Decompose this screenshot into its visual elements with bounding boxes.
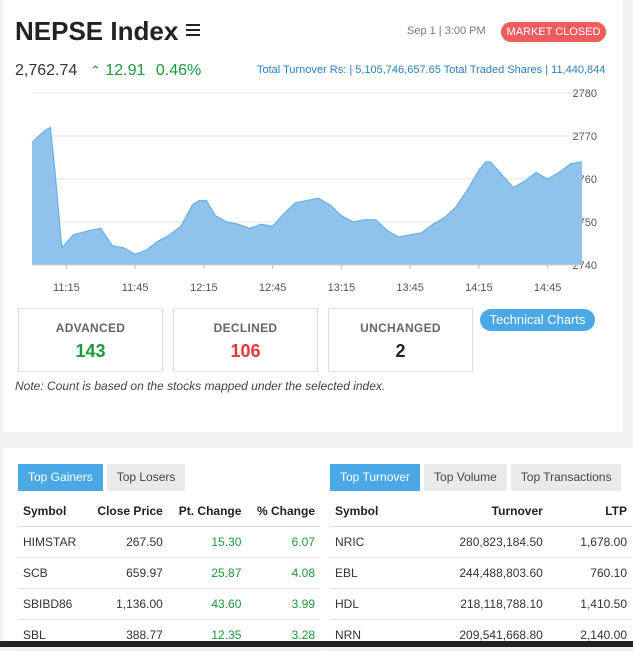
index-value: 2,762.74 — [15, 62, 78, 79]
pt-change-cell: 15.30 — [167, 526, 247, 558]
table-header-row: Symbol Turnover LTP — [330, 496, 632, 527]
x-tick-label: 13:15 — [328, 282, 356, 294]
col-close-price[interactable]: Close Price — [86, 496, 168, 527]
menu-icon[interactable] — [186, 24, 200, 38]
x-tick-label: 12:45 — [259, 282, 287, 294]
turnover-table: Symbol Turnover LTP NRIC 280,823,184.50 … — [330, 496, 632, 651]
table-row[interactable]: EBL 244,488,803.60 760.10 — [330, 557, 632, 589]
table-row[interactable]: SCB 659.97 25.87 4.08 — [18, 557, 320, 589]
symbol-cell[interactable]: HIMSTAR — [18, 526, 87, 558]
index-change: ⌃ 12.91 0.46% — [90, 62, 201, 80]
unchanged-label: UNCHANGED — [360, 321, 441, 335]
x-tick-label: 14:45 — [534, 282, 562, 294]
x-tick-label: 11:15 — [53, 282, 80, 294]
pct-change-cell: 6.07 — [246, 526, 320, 558]
table-row[interactable]: SBL 388.77 12.35 3.28 — [18, 619, 320, 651]
x-tick-label: 11:45 — [122, 282, 149, 294]
technical-charts-button[interactable]: Technical Charts — [480, 309, 595, 331]
x-tick-label: 13:45 — [396, 282, 424, 294]
table-header-row: Symbol Close Price Pt. Change % Change — [18, 496, 320, 527]
ltp-cell: 1,678.00 — [547, 526, 632, 558]
index-line — [31, 126, 583, 255]
col-pt-change[interactable]: Pt. Change — [167, 496, 247, 527]
advanced-value: 143 — [75, 341, 106, 361]
advanced-box: ADVANCED 143 — [18, 308, 163, 372]
bottom-scrollbar[interactable] — [0, 641, 633, 647]
point-change: 12.91 — [105, 62, 146, 79]
col-symbol[interactable]: Symbol — [18, 496, 87, 527]
table-row[interactable]: HIMSTAR 267.50 15.30 6.07 — [18, 526, 320, 558]
index-area — [32, 127, 582, 266]
ltp-cell: 760.10 — [547, 557, 632, 589]
table-row[interactable]: NRIC 280,823,184.50 1,678.00 — [330, 526, 632, 558]
turnover-cell: 244,488,803.60 — [409, 557, 548, 589]
tab-top-turnover[interactable]: Top Turnover — [330, 464, 421, 491]
table-row[interactable]: SBIBD86 1,136.00 43.60 3.99 — [18, 588, 320, 620]
pct-change-cell: 3.99 — [246, 588, 320, 620]
unchanged-box: UNCHANGED 2 — [328, 308, 473, 372]
y-tick-label: 2780 — [573, 88, 597, 100]
x-tick-label: 12:15 — [190, 282, 218, 294]
up-arrow-icon: ⌃ — [90, 63, 101, 78]
x-tick-label: 14:15 — [465, 282, 493, 294]
tab-top-volume[interactable]: Top Volume — [424, 464, 507, 491]
advanced-label: ADVANCED — [55, 321, 126, 335]
pct-change-cell: 4.08 — [246, 557, 320, 589]
ltp-cell: 1,410.50 — [547, 588, 632, 620]
tab-top-losers[interactable]: Top Losers — [106, 464, 186, 491]
turnover-summary: Total Turnover Rs: | 5,105,746,657.65 To… — [257, 64, 606, 76]
symbol-cell[interactable]: HDL — [330, 588, 410, 620]
pt-change-cell: 25.87 — [167, 557, 247, 589]
table-row[interactable]: HDL 218,118,788.10 1,410.50 — [330, 588, 632, 620]
pt-change-cell: 43.60 — [167, 588, 247, 620]
gainers-table: Symbol Close Price Pt. Change % Change H… — [18, 496, 320, 651]
declined-label: DECLINED — [213, 321, 278, 335]
unchanged-value: 2 — [395, 341, 406, 361]
col-ltp[interactable]: LTP — [547, 496, 632, 527]
turnover-tabs: Top Turnover Top Volume Top Transactions — [330, 464, 625, 491]
market-status-badge: MARKET CLOSED — [501, 22, 606, 42]
turnover-cell: 218,118,788.10 — [409, 588, 548, 620]
col-pct-change[interactable]: % Change — [246, 496, 320, 527]
percent-change: 0.46% — [155, 62, 202, 79]
tab-top-gainers[interactable]: Top Gainers — [18, 464, 103, 491]
tab-top-transactions[interactable]: Top Transactions — [510, 464, 622, 491]
page-title: NEPSE Index — [15, 16, 179, 46]
col-symbol[interactable]: Symbol — [330, 496, 410, 527]
declined-box: DECLINED 106 — [173, 308, 318, 372]
market-datetime: Sep 1 | 3:00 PM — [407, 25, 486, 37]
declined-value: 106 — [230, 341, 261, 361]
close-price-cell: 267.50 — [86, 526, 168, 558]
symbol-cell[interactable]: EBL — [330, 557, 410, 589]
col-turnover[interactable]: Turnover — [409, 496, 548, 527]
count-note: Note: Count is based on the stocks mappe… — [15, 379, 386, 393]
turnover-cell: 280,823,184.50 — [409, 526, 548, 558]
symbol-cell[interactable]: SCB — [18, 557, 87, 589]
close-price-cell: 1,136.00 — [86, 588, 168, 620]
y-tick-label: 2770 — [573, 131, 597, 143]
close-price-cell: 659.97 — [86, 557, 168, 589]
symbol-cell[interactable]: SBIBD86 — [18, 588, 87, 620]
symbol-cell[interactable]: NRIC — [330, 526, 410, 558]
gainers-tabs: Top Gainers Top Losers — [18, 464, 189, 491]
